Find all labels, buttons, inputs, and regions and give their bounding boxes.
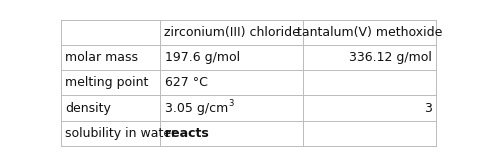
Text: 3.05 g/cm: 3.05 g/cm (165, 102, 227, 115)
Text: molar mass: molar mass (65, 51, 138, 64)
Text: 3: 3 (227, 99, 233, 108)
Text: tantalum(V) methoxide: tantalum(V) methoxide (297, 26, 441, 39)
Text: melting point: melting point (65, 76, 148, 89)
Text: 627 °C: 627 °C (165, 76, 207, 89)
Text: reacts: reacts (165, 127, 208, 140)
Text: solubility in water: solubility in water (65, 127, 176, 140)
Text: 197.6 g/mol: 197.6 g/mol (165, 51, 240, 64)
Text: density: density (65, 102, 111, 115)
Text: 3: 3 (423, 102, 431, 115)
Text: zirconium(III) chloride: zirconium(III) chloride (164, 26, 299, 39)
Text: 336.12 g/mol: 336.12 g/mol (348, 51, 431, 64)
